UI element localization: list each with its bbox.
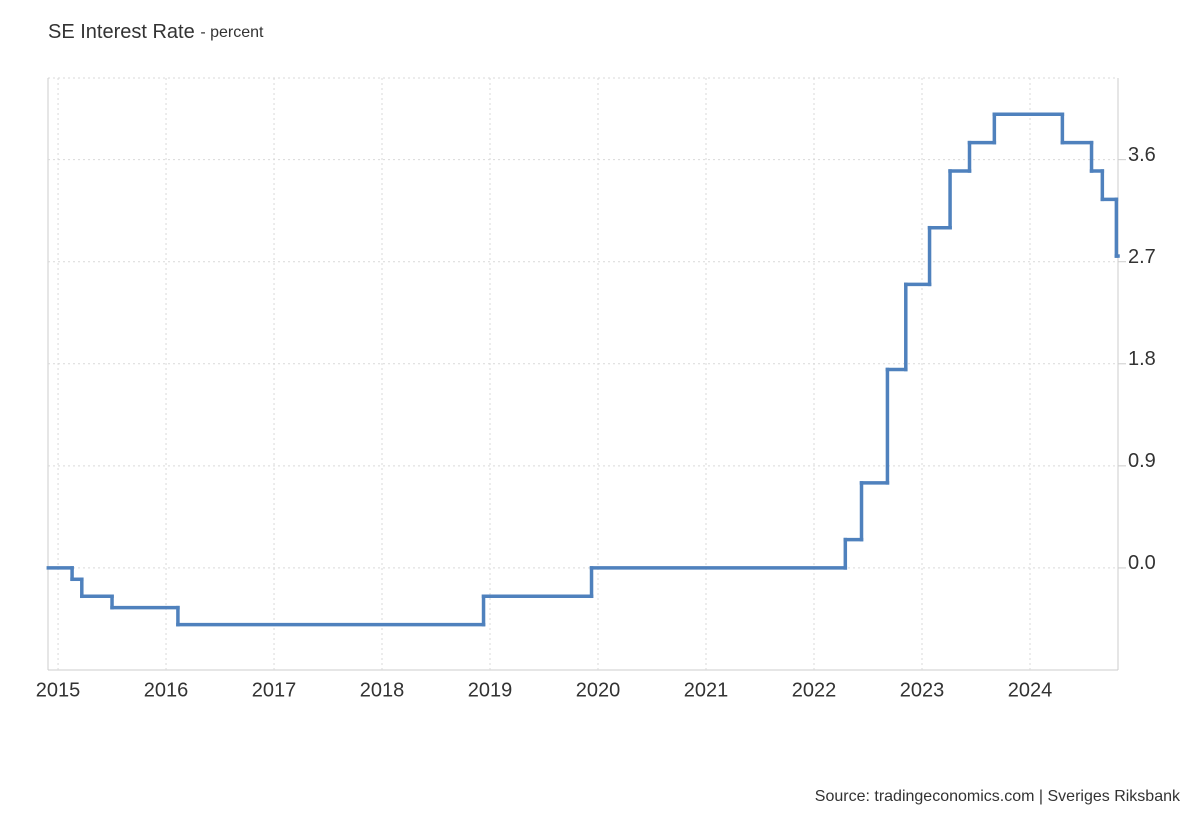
y-tick-label: 3.6	[1128, 144, 1156, 166]
x-tick-label: 2015	[36, 679, 81, 701]
source: Source: tradingeconomics.com | Sveriges …	[815, 788, 1181, 805]
subtitle: - percent	[200, 24, 264, 41]
x-tick-label: 2020	[576, 679, 621, 701]
x-tick-label: 2018	[360, 679, 405, 701]
x-tick-label: 2022	[792, 679, 837, 701]
y-tick-label: 0.0	[1128, 552, 1156, 574]
y-tick-label: 1.8	[1128, 348, 1156, 370]
x-tick-label: 2016	[144, 679, 189, 701]
x-tick-label: 2024	[1008, 679, 1053, 701]
x-tick-label: 2019	[468, 679, 513, 701]
title: SE Interest Rate	[48, 21, 195, 43]
x-tick-label: 2023	[900, 679, 945, 701]
x-tick-label: 2021	[684, 679, 729, 701]
x-tick-label: 2017	[252, 679, 297, 701]
y-tick-label: 0.9	[1128, 450, 1156, 472]
chart-title: SE Interest Rate - percent	[48, 21, 264, 43]
y-tick-label: 2.7	[1128, 246, 1156, 268]
